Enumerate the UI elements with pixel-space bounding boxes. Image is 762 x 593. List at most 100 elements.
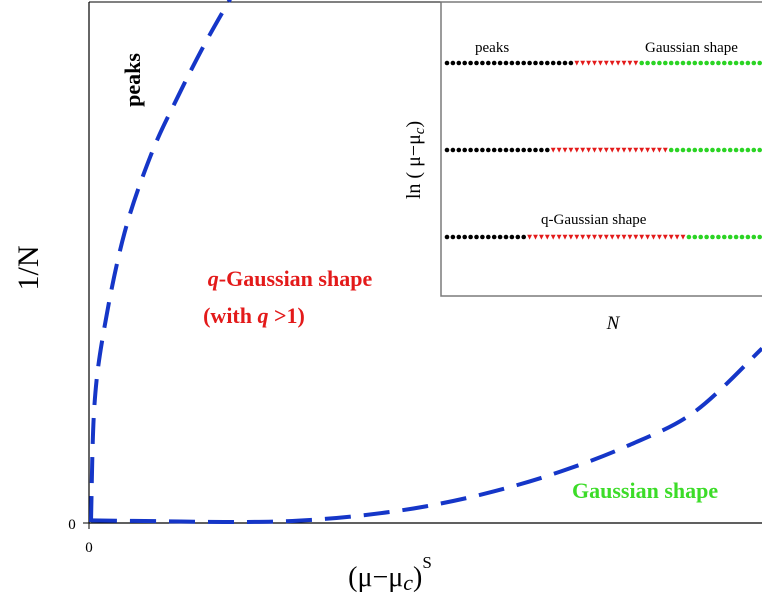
inset-marker-row1-q-gaussian [586,60,591,66]
inset-marker-row3-q-gaussian [657,234,662,240]
inset-marker-row1-q-gaussian [603,60,609,66]
y-tick-label-0: 0 [68,517,76,533]
inset-marker-row3-gaussian [757,234,762,240]
inset-marker-row2-peaks [527,147,532,153]
inset-marker-row2-q-gaussian [627,147,633,153]
y-axis-label: 1/N [12,246,45,291]
inset-marker-row2-q-gaussian [621,147,627,153]
inset-marker-row1-peaks [515,60,521,66]
inset-marker-row2-q-gaussian [568,147,574,153]
inset-marker-row2-gaussian [722,147,727,153]
inset-marker-row1-q-gaussian [615,60,621,66]
inset-marker-row3-peaks [491,234,497,240]
annotation-peaks: peaks [120,53,145,107]
inset-marker-row1-gaussian [704,60,709,66]
inset-marker-row2-gaussian [698,147,703,153]
x-axis-label-sup: S [422,553,431,572]
annotation-qgaussian-rest: -Gaussian shape [219,266,373,291]
inset-label-peaks: peaks [475,40,509,56]
inset-marker-row2-gaussian [716,147,721,153]
inset-marker-row3-gaussian [698,234,703,240]
inset-markers-group [444,60,762,240]
inset-marker-row2-gaussian [739,147,745,153]
inset-marker-row2-gaussian [668,147,674,153]
inset-marker-row1-gaussian [739,60,745,66]
inset-marker-row3-peaks [515,234,521,240]
inset-marker-row3-peaks [486,234,491,240]
inset-marker-row3-q-gaussian [550,234,556,240]
inset-marker-row1-peaks [474,60,479,66]
inset-marker-row2-peaks [509,147,515,153]
inset-y-label-pre: ln ( μ−μ [403,134,425,199]
inset-marker-row1-peaks [568,60,574,66]
inset-marker-row2-q-gaussian [562,147,568,153]
inset-marker-row2-q-gaussian [609,147,615,153]
inset-marker-row1-gaussian [733,60,739,66]
inset-marker-row3-peaks [462,234,468,240]
inset-marker-row3-gaussian [692,234,698,240]
inset-marker-row3-q-gaussian [533,234,538,240]
inset-marker-row3-q-gaussian [639,234,645,240]
inset-marker-row1-gaussian [663,60,668,66]
inset-marker-row3-q-gaussian [627,234,633,240]
inset-marker-row2-gaussian [692,147,698,153]
inset-marker-row2-peaks [480,147,485,153]
inset-marker-row3-peaks [480,234,485,240]
inset-marker-row1-peaks [491,60,497,66]
inset-marker-row3-gaussian [745,234,751,240]
inset-marker-row2-q-gaussian [550,147,556,153]
inset-marker-row2-q-gaussian [662,147,668,153]
inset-marker-row1-gaussian [686,60,692,66]
inset-marker-row2-peaks [491,147,497,153]
inset-marker-row1-q-gaussian [598,60,603,66]
inset-marker-row3-q-gaussian [662,234,668,240]
inset-marker-row2-peaks [503,147,509,153]
inset-marker-row1-gaussian [710,60,715,66]
x-axis-label-main: (μ−μ [348,562,403,593]
inset-marker-row3-q-gaussian [580,234,586,240]
inset-marker-row2-q-gaussian [556,147,562,153]
x-tick-label-0: 0 [85,540,93,556]
inset-marker-row2-peaks [456,147,462,153]
inset-marker-row1-gaussian [680,60,686,66]
inset-marker-row3-q-gaussian [544,234,550,240]
x-axis-label: (μ−μc)S [348,553,432,593]
inset-marker-row1-peaks [450,60,456,66]
annotation-with-q: q [258,303,269,328]
inset-marker-row3-gaussian [704,234,709,240]
inset-marker-row2-peaks [468,147,473,153]
inset-marker-row3-gaussian [716,234,721,240]
inset-marker-row1-gaussian [698,60,703,66]
inset-marker-row3-q-gaussian [527,234,532,240]
inset-marker-row2-gaussian [733,147,739,153]
inset-marker-row3-q-gaussian [562,234,568,240]
inset-marker-row3-q-gaussian [586,234,591,240]
inset-marker-row3-q-gaussian [539,234,544,240]
inset-marker-row2-peaks [521,147,526,153]
inset-marker-row2-gaussian [680,147,686,153]
inset-marker-row3-peaks [503,234,509,240]
inset-marker-row1-gaussian [651,60,656,66]
inset-marker-row1-peaks [539,60,544,66]
inset-y-axis-label: ln ( μ−μc) [403,121,428,199]
inset-marker-row1-gaussian [745,60,751,66]
inset-marker-row1-q-gaussian [609,60,615,66]
inset-marker-row3-q-gaussian [674,234,680,240]
inset-marker-row3-q-gaussian [651,234,656,240]
annotation-with-gt: >1) [269,303,305,328]
inset-marker-row2-gaussian [674,147,680,153]
inset-marker-row2-peaks [497,147,503,153]
inset-marker-row2-q-gaussian [651,147,656,153]
inset-marker-row2-q-gaussian [586,147,591,153]
inset-label-gaussian: Gaussian shape [645,40,738,56]
inset-marker-row3-q-gaussian [609,234,615,240]
inset-marker-row2-peaks [486,147,491,153]
inset-marker-row1-peaks [521,60,526,66]
inset-marker-row1-peaks [497,60,503,66]
inset-marker-row3-q-gaussian [680,234,686,240]
inset-marker-row2-q-gaussian [598,147,603,153]
inset-marker-row2-q-gaussian [645,147,650,153]
inset-marker-row3-gaussian [733,234,739,240]
inset-y-label-sub: c [412,127,428,134]
